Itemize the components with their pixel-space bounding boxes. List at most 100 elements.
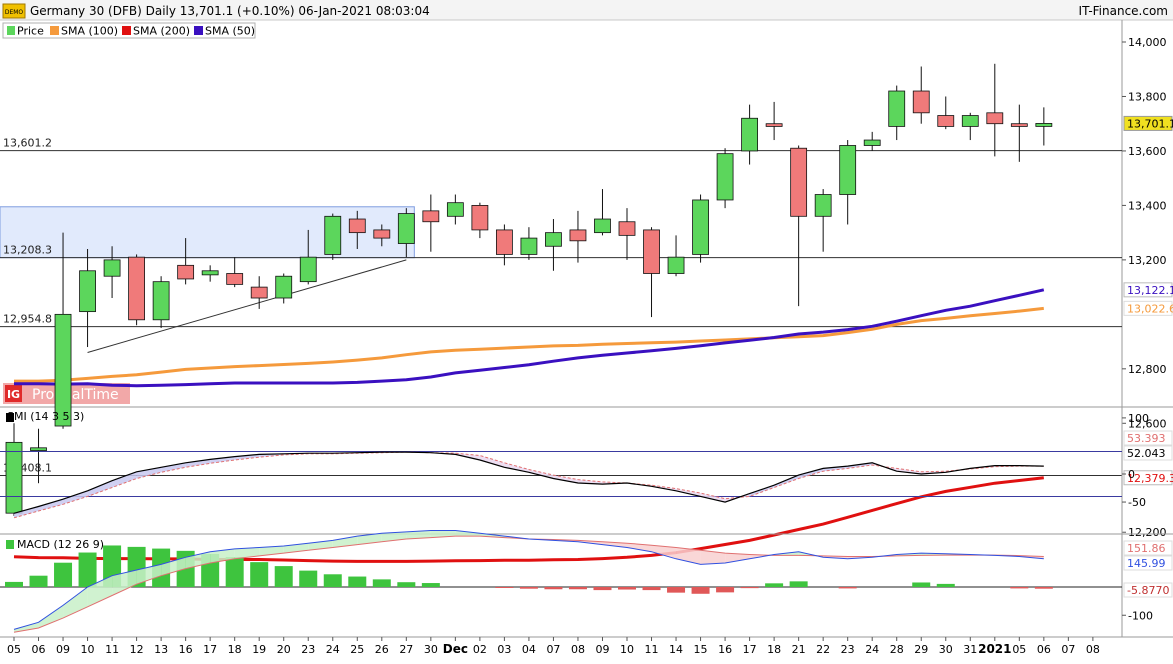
macd-histogram-bar	[519, 587, 538, 589]
macd-histogram-bar	[397, 582, 416, 587]
price-candle[interactable]	[152, 276, 170, 328]
price-candle[interactable]	[569, 210, 587, 263]
price-axis-tick-label: 13,400	[1128, 199, 1167, 212]
macd-histogram-bar	[765, 583, 784, 587]
price-candle[interactable]	[545, 219, 562, 271]
price-panel[interactable]: 14,000 13,800 13,600 13,400 13,200 12,800 12,6…	[0, 20, 1173, 563]
price-candle[interactable]	[692, 194, 709, 263]
price-candle[interactable]	[495, 224, 513, 266]
x-axis-tick-label: 31	[963, 643, 977, 656]
x-axis-tick-label: 18	[767, 643, 781, 656]
price-candle[interactable]	[226, 257, 244, 288]
price-axis-tick-label: 12,200	[1128, 526, 1167, 539]
price-axis-tick-label: 12,800	[1128, 363, 1167, 376]
smi-signal-value-label: 53.393	[1127, 432, 1166, 445]
sma-50-value-label: 13,122.1	[1127, 284, 1173, 297]
demo-badge	[2, 3, 26, 19]
smi-axis-tick-label: 0	[1128, 468, 1135, 481]
smi-axis-tick-label: 100	[1128, 412, 1149, 425]
candle-body	[422, 210, 440, 223]
price-candle[interactable]	[643, 227, 660, 318]
horizontal-level-label: 13,208.3	[3, 244, 52, 257]
x-axis-tick-label: 24	[865, 643, 879, 656]
price-candle[interactable]	[863, 131, 881, 151]
macd-histogram-bar	[716, 587, 735, 593]
smi-fill-area	[14, 506, 39, 518]
macd-histogram-bar	[912, 582, 931, 587]
x-axis-tick-label: Dec	[443, 642, 468, 656]
price-candle[interactable]	[103, 246, 121, 299]
smi-fill-area	[185, 459, 211, 468]
x-axis-tick-label: 08	[1086, 643, 1100, 656]
price-candle[interactable]	[299, 229, 317, 285]
price-candle[interactable]	[348, 210, 366, 249]
x-axis-tick-label: 07	[546, 643, 560, 656]
macd-histogram-bar	[667, 587, 686, 593]
price-candle[interactable]	[128, 254, 146, 326]
macd-line	[13, 530, 1044, 630]
price-candle[interactable]	[667, 235, 685, 277]
macd-panel[interactable]: -100 151.86 145.99 -5.8770	[0, 530, 1173, 638]
candle-body	[495, 229, 513, 255]
price-candle[interactable]	[765, 101, 783, 141]
smi-fill-area	[528, 469, 554, 479]
price-candle[interactable]	[986, 63, 1004, 157]
price-candle[interactable]	[888, 85, 906, 141]
price-candle[interactable]	[373, 224, 391, 247]
price-candle[interactable]	[520, 227, 538, 260]
legend: Price SMA (100) SMA (200) SMA (50)	[2, 22, 256, 39]
price-axis-tick-label: 14,000	[1128, 36, 1167, 49]
x-axis-tick-label: 22	[816, 643, 830, 656]
candle-body	[643, 229, 660, 274]
macd-histogram-bar	[421, 583, 440, 587]
horizontal-level-label: 12,954.8	[3, 313, 52, 326]
sma-50-line	[14, 288, 1045, 388]
price-candle[interactable]	[839, 140, 857, 225]
candle-body	[667, 256, 685, 274]
price-candle[interactable]	[54, 232, 72, 429]
legend-swatch-price	[7, 26, 15, 35]
macd-histogram-bar	[740, 587, 759, 589]
macd-fill-area	[676, 547, 701, 565]
candle-body	[177, 264, 195, 280]
price-candle[interactable]	[814, 189, 832, 252]
smi-panel[interactable]: 100 0 -50 53.393 52.043	[0, 407, 1173, 535]
x-axis-tick-label: 17	[203, 643, 217, 656]
x-axis-tick-label: 20	[277, 643, 291, 656]
price-candle[interactable]	[177, 238, 195, 285]
candle-body	[520, 237, 538, 255]
smi-legend-swatch	[6, 413, 14, 422]
price-candle[interactable]	[912, 66, 930, 124]
candle-body	[937, 115, 955, 127]
candle-body	[692, 199, 709, 255]
smi-fill-area	[749, 485, 775, 497]
price-candle[interactable]	[5, 423, 23, 516]
price-candle[interactable]	[1010, 104, 1028, 162]
smi-title: SMI (14 3 5 3)	[7, 410, 84, 423]
x-axis-tick-label: 16	[179, 643, 193, 656]
price-candle[interactable]	[422, 194, 440, 252]
price-candle[interactable]	[618, 208, 636, 260]
price-candle[interactable]	[201, 265, 219, 282]
price-candle[interactable]	[30, 428, 47, 484]
price-candle[interactable]	[741, 104, 758, 165]
candle-body	[299, 256, 317, 283]
price-candle[interactable]	[716, 148, 734, 209]
x-axis-tick-label: 23	[301, 643, 315, 656]
price-candle[interactable]	[250, 276, 268, 309]
price-candle[interactable]	[790, 145, 808, 307]
price-candle[interactable]	[275, 273, 293, 304]
price-candle[interactable]	[937, 96, 955, 130]
price-candle[interactable]	[961, 112, 979, 141]
price-candle[interactable]	[446, 194, 464, 225]
price-candle[interactable]	[1035, 107, 1053, 146]
macd-fill-area	[700, 550, 726, 565]
price-candle[interactable]	[471, 202, 489, 239]
macd-histogram-value-label: -5.8770	[1127, 584, 1169, 597]
price-candle[interactable]	[324, 213, 342, 260]
price-candle[interactable]	[397, 208, 415, 258]
legend-swatch-sma50	[194, 26, 203, 35]
price-candle[interactable]	[594, 189, 611, 236]
price-candle[interactable]	[79, 248, 96, 348]
